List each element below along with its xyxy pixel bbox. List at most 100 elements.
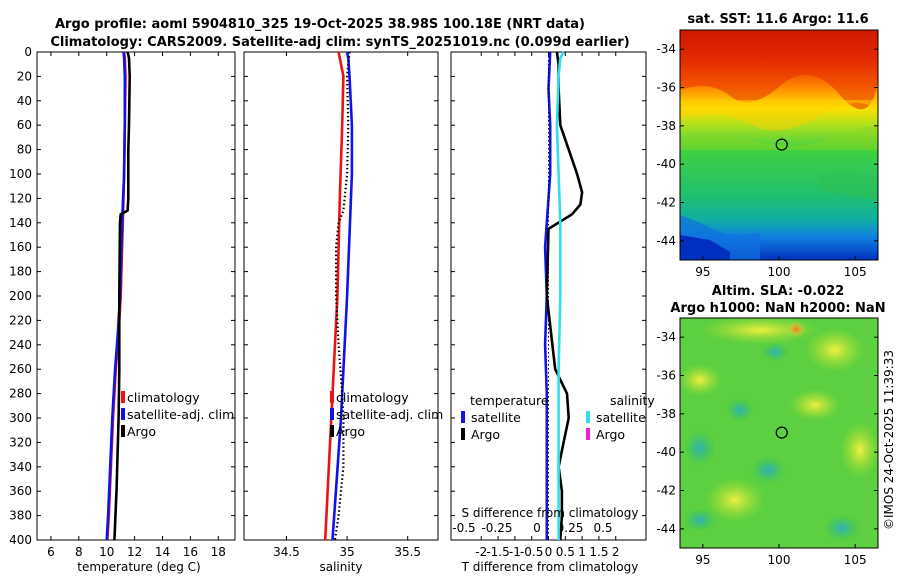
x-tick-label: 6 <box>47 545 55 559</box>
y-tick-label: 80 <box>17 143 32 157</box>
temperature-xlabel: temperature (deg C) <box>77 560 200 574</box>
map-x-tick-label: 105 <box>844 265 867 279</box>
y-tick-label: 280 <box>9 387 32 401</box>
y-tick-label: 0 <box>24 45 32 59</box>
y-tick-label: 320 <box>9 435 32 449</box>
map-y-tick-label: -42 <box>656 196 676 210</box>
x-top-tick-label: 0.25 <box>557 521 584 535</box>
y-tick-label: 200 <box>9 289 32 303</box>
y-tick-label: 100 <box>9 167 32 181</box>
map-y-tick-label: -44 <box>656 522 676 536</box>
y-tick-label: 400 <box>9 533 32 547</box>
series-line-argo <box>113 51 131 541</box>
sst-map-axes: 95 100 105 -34 -36 -38 -40 -42 -44 <box>656 29 879 279</box>
legend-swatch <box>330 391 334 403</box>
sla-map-title-line-2: Argo h1000: NaN h2000: NaN <box>670 301 885 316</box>
x-tick-label: 34.5 <box>273 545 300 559</box>
title-line-1: Argo profile: aoml 5904810_325 19-Oct-20… <box>55 17 585 32</box>
y-tick-label: 160 <box>9 240 32 254</box>
map-y-tick-label: -36 <box>656 369 676 383</box>
sst-map-title: sat. SST: 11.6 Argo: 11.6 <box>687 12 868 27</box>
legend-label: Argo <box>336 424 365 439</box>
legend-label: Argo <box>596 427 625 442</box>
series-line-climatology <box>323 51 345 541</box>
x-tick-label: 14 <box>155 545 170 559</box>
difference-xlabel: T difference from climatology <box>461 560 639 574</box>
legend-heading-temperature: temperature <box>470 393 549 408</box>
y-tick-label: 300 <box>9 411 32 425</box>
sst-map-image <box>680 30 878 260</box>
map-y-tick-label: -44 <box>656 234 676 248</box>
legend-swatch <box>121 425 125 437</box>
y-tick-label: 360 <box>9 484 32 498</box>
sla-map-image <box>680 318 878 548</box>
x-tick-label: 12 <box>127 545 142 559</box>
x-tick-label: 35.5 <box>394 545 421 559</box>
legend-swatch <box>586 411 590 423</box>
series-line-salinity-satellite <box>555 51 565 540</box>
map-y-tick-label: -36 <box>656 81 676 95</box>
sla-map-axes: 95 100 105 -34 -36 -38 -40 -42 -44 <box>656 317 879 567</box>
x-tick-label: 18 <box>211 545 226 559</box>
map-y-tick-label: -34 <box>656 42 676 56</box>
y-tick-label: 220 <box>9 313 32 327</box>
legend-label: Argo <box>127 424 156 439</box>
x-tick-label: -2 <box>475 545 487 559</box>
y-tick-label: 60 <box>17 118 32 132</box>
y-tick-label: 180 <box>9 265 32 279</box>
legend-swatch <box>330 408 334 420</box>
x-tick-label: 1 <box>578 545 586 559</box>
temperature-panel: 0 20 40 60 80 100 120 140 160 180 200 220 240 260 280 3… <box>9 45 236 559</box>
x-tick-label: -0.5 <box>520 545 543 559</box>
map-x-tick-label: 95 <box>695 553 710 567</box>
map-x-tick-label: 100 <box>768 265 791 279</box>
x-tick-label: 2 <box>612 545 620 559</box>
map-x-tick-label: 100 <box>768 553 791 567</box>
x-tick-label: -1.5 <box>486 545 509 559</box>
y-tick-label: 240 <box>9 338 32 352</box>
y-tick-label: 340 <box>9 460 32 474</box>
difference-panel: -2 -1.5 -1 -0.5 0 0.5 1 1.5 2-0.5 -0.25 0 0.25 0.5te… <box>450 51 655 559</box>
legend-label: Argo <box>471 427 500 442</box>
x-tick-label: 8 <box>75 545 83 559</box>
axes-frame <box>36 51 236 541</box>
legend-swatch <box>461 411 465 423</box>
imos-credit: ©IMOS 24-Oct-2025 11:39:33 <box>882 350 896 530</box>
x-tick-label: -1 <box>509 545 521 559</box>
series-line-temperature-argo <box>545 51 584 541</box>
y-tick-label: 380 <box>9 509 32 523</box>
map-x-tick-label: 95 <box>695 265 710 279</box>
legend-label: satellite-adj. clim <box>336 407 443 422</box>
map-y-tick-label: -38 <box>656 119 676 133</box>
map-y-tick-label: -40 <box>656 157 676 171</box>
legend-heading-salinity: salinity <box>610 393 655 408</box>
legend-label: climatology <box>336 390 409 405</box>
title-line-2: Climatology: CARS2009. Satellite-adj cli… <box>50 35 629 50</box>
x-top-tick-label: -0.5 <box>452 521 475 535</box>
map-y-tick-label: -38 <box>656 407 676 421</box>
y-tick-label: 40 <box>17 94 32 108</box>
x-tick-label: 16 <box>183 545 198 559</box>
argo-location-marker <box>775 426 788 439</box>
legend-swatch <box>586 428 590 440</box>
x-tick-label: 0 <box>545 545 553 559</box>
series-line-satellite-adj-clim <box>105 51 127 541</box>
x-top-tick-label: -0.25 <box>481 521 512 535</box>
x-top-tick-label: 0.5 <box>593 521 612 535</box>
x-tick-label: 35 <box>339 545 354 559</box>
y-tick-label: 120 <box>9 191 32 205</box>
legend-swatch <box>121 408 125 420</box>
series-line-argo <box>333 51 351 541</box>
x-top-tick-label: 0 <box>533 521 541 535</box>
x-tick-label: 0.5 <box>556 545 575 559</box>
x-tick-label: 10 <box>99 545 114 559</box>
argo-location-marker <box>775 138 788 151</box>
difference-xlabel-top: S difference from climatology <box>462 506 639 520</box>
salinity-panel: 34.5 35 35.5 climatology satellite-adj. clim… <box>243 51 443 559</box>
salinity-xlabel: salinity <box>319 560 362 574</box>
legend-label: satellite-adj. clim <box>127 407 234 422</box>
map-y-tick-label: -40 <box>656 445 676 459</box>
map-x-tick-label: 105 <box>844 553 867 567</box>
legend-swatch <box>461 428 465 440</box>
